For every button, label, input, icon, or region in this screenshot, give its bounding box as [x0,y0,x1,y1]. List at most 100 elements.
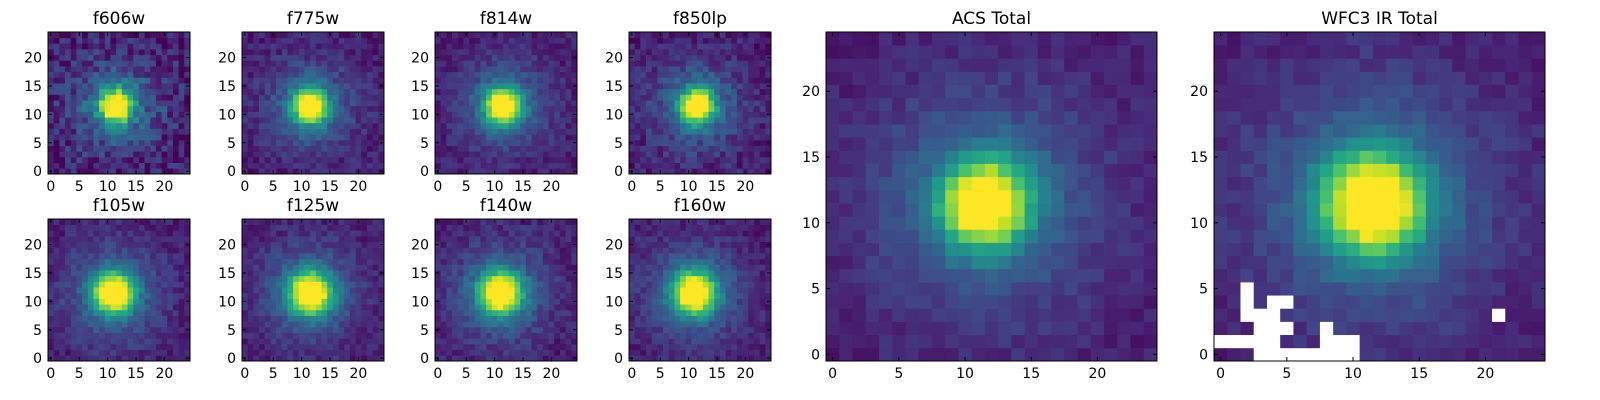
heatmap-cell [714,122,721,129]
heatmap-cell [463,281,470,288]
heatmap-cell [457,162,464,169]
heatmap-cell [76,54,83,61]
heatmap-cell [355,326,362,333]
heatmap-cell [304,94,311,101]
heatmap-cell [559,83,566,90]
heatmap-cell [520,162,527,169]
heatmap-cell [361,236,368,243]
heatmap-cell [293,321,300,328]
heatmap-cell [537,83,544,90]
heatmap-cell [565,139,572,146]
heatmap-cell [491,292,498,299]
heatmap-cell [742,298,749,305]
heatmap-cell [525,338,532,345]
heatmap-cell [640,292,647,299]
heatmap-cell [259,49,266,56]
heatmap-cell [104,151,111,158]
heatmap-cell [446,60,453,67]
heatmap-cell [691,151,698,158]
heatmap-cell [133,43,140,50]
heatmap-cell [304,162,311,169]
heatmap-cell [663,111,670,118]
heatmap-cell [338,37,345,44]
heatmap-cell [242,292,249,299]
heatmap-cell [184,100,191,107]
x-tick-label: 10 [486,179,504,195]
heatmap-cell [571,309,578,316]
heatmap-cell [327,49,334,56]
heatmap-cell [150,66,157,73]
heatmap-cell [82,281,89,288]
heatmap-cell [446,71,453,78]
heatmap-cell [525,49,532,56]
heatmap-cell [178,54,185,61]
heatmap-cell [542,253,549,260]
heatmap-cell [497,355,504,362]
heatmap-cell [338,349,345,356]
heatmap-cell [270,71,277,78]
heatmap-cell [48,253,55,260]
heatmap-cell [76,253,83,260]
heatmap-cell [514,298,521,305]
heatmap-cell [571,258,578,265]
heatmap-cell [668,298,675,305]
heatmap-cell [486,100,493,107]
heatmap-cell [184,309,191,316]
heatmap-cell [753,281,760,288]
heatmap-cell [446,151,453,158]
heatmap-cell [310,309,317,316]
heatmap-cell [344,236,351,243]
heatmap-cell [663,43,670,50]
heatmap-cell [93,270,100,277]
heatmap-cell [344,105,351,112]
heatmap-cell [332,100,339,107]
heatmap-cell [463,83,470,90]
heatmap-cell [144,315,151,322]
heatmap-cell [742,49,749,56]
heatmap-cell [287,349,294,356]
heatmap-cell [281,287,288,294]
heatmap-cell [474,37,481,44]
heatmap-cell [548,247,555,254]
heatmap-cell [463,349,470,356]
heatmap-cell [155,71,162,78]
heatmap-cell [463,111,470,118]
heatmap-cell [452,236,459,243]
heatmap-cell [93,151,100,158]
heatmap-cell [372,309,379,316]
heatmap-cell [178,111,185,118]
heatmap-cell [93,105,100,112]
heatmap-cell [161,100,168,107]
heatmap-cell [525,168,532,175]
heatmap-cell [355,105,362,112]
heatmap-cell [259,66,266,73]
heatmap-cell [82,355,89,362]
heatmap-cell [344,168,351,175]
x-tick-label: 20 [350,179,368,195]
heatmap-cell [646,281,653,288]
heatmap-cell [542,326,549,333]
heatmap-cell [138,224,145,231]
heatmap-cell [121,309,128,316]
heatmap-cell [242,88,249,95]
heatmap-cell [138,230,145,237]
heatmap-cell [680,145,687,152]
heatmap-cell [646,162,653,169]
heatmap-cell [76,134,83,141]
heatmap-cell [53,321,60,328]
heatmap-cell [691,304,698,311]
heatmap-cell [691,298,698,305]
heatmap-cell [759,281,766,288]
heatmap-cell [765,43,772,50]
heatmap-cell [537,309,544,316]
x-tick-label: 15 [514,366,532,382]
heatmap-cell [731,32,738,39]
heatmap-cell [486,151,493,158]
heatmap-cell [714,145,721,152]
heatmap-cell [304,264,311,271]
heatmap-cell [440,321,447,328]
heatmap-cell [520,343,527,350]
y-tick-label: 20 [218,238,236,254]
heatmap-cell [167,122,174,129]
heatmap-cell [150,275,157,282]
